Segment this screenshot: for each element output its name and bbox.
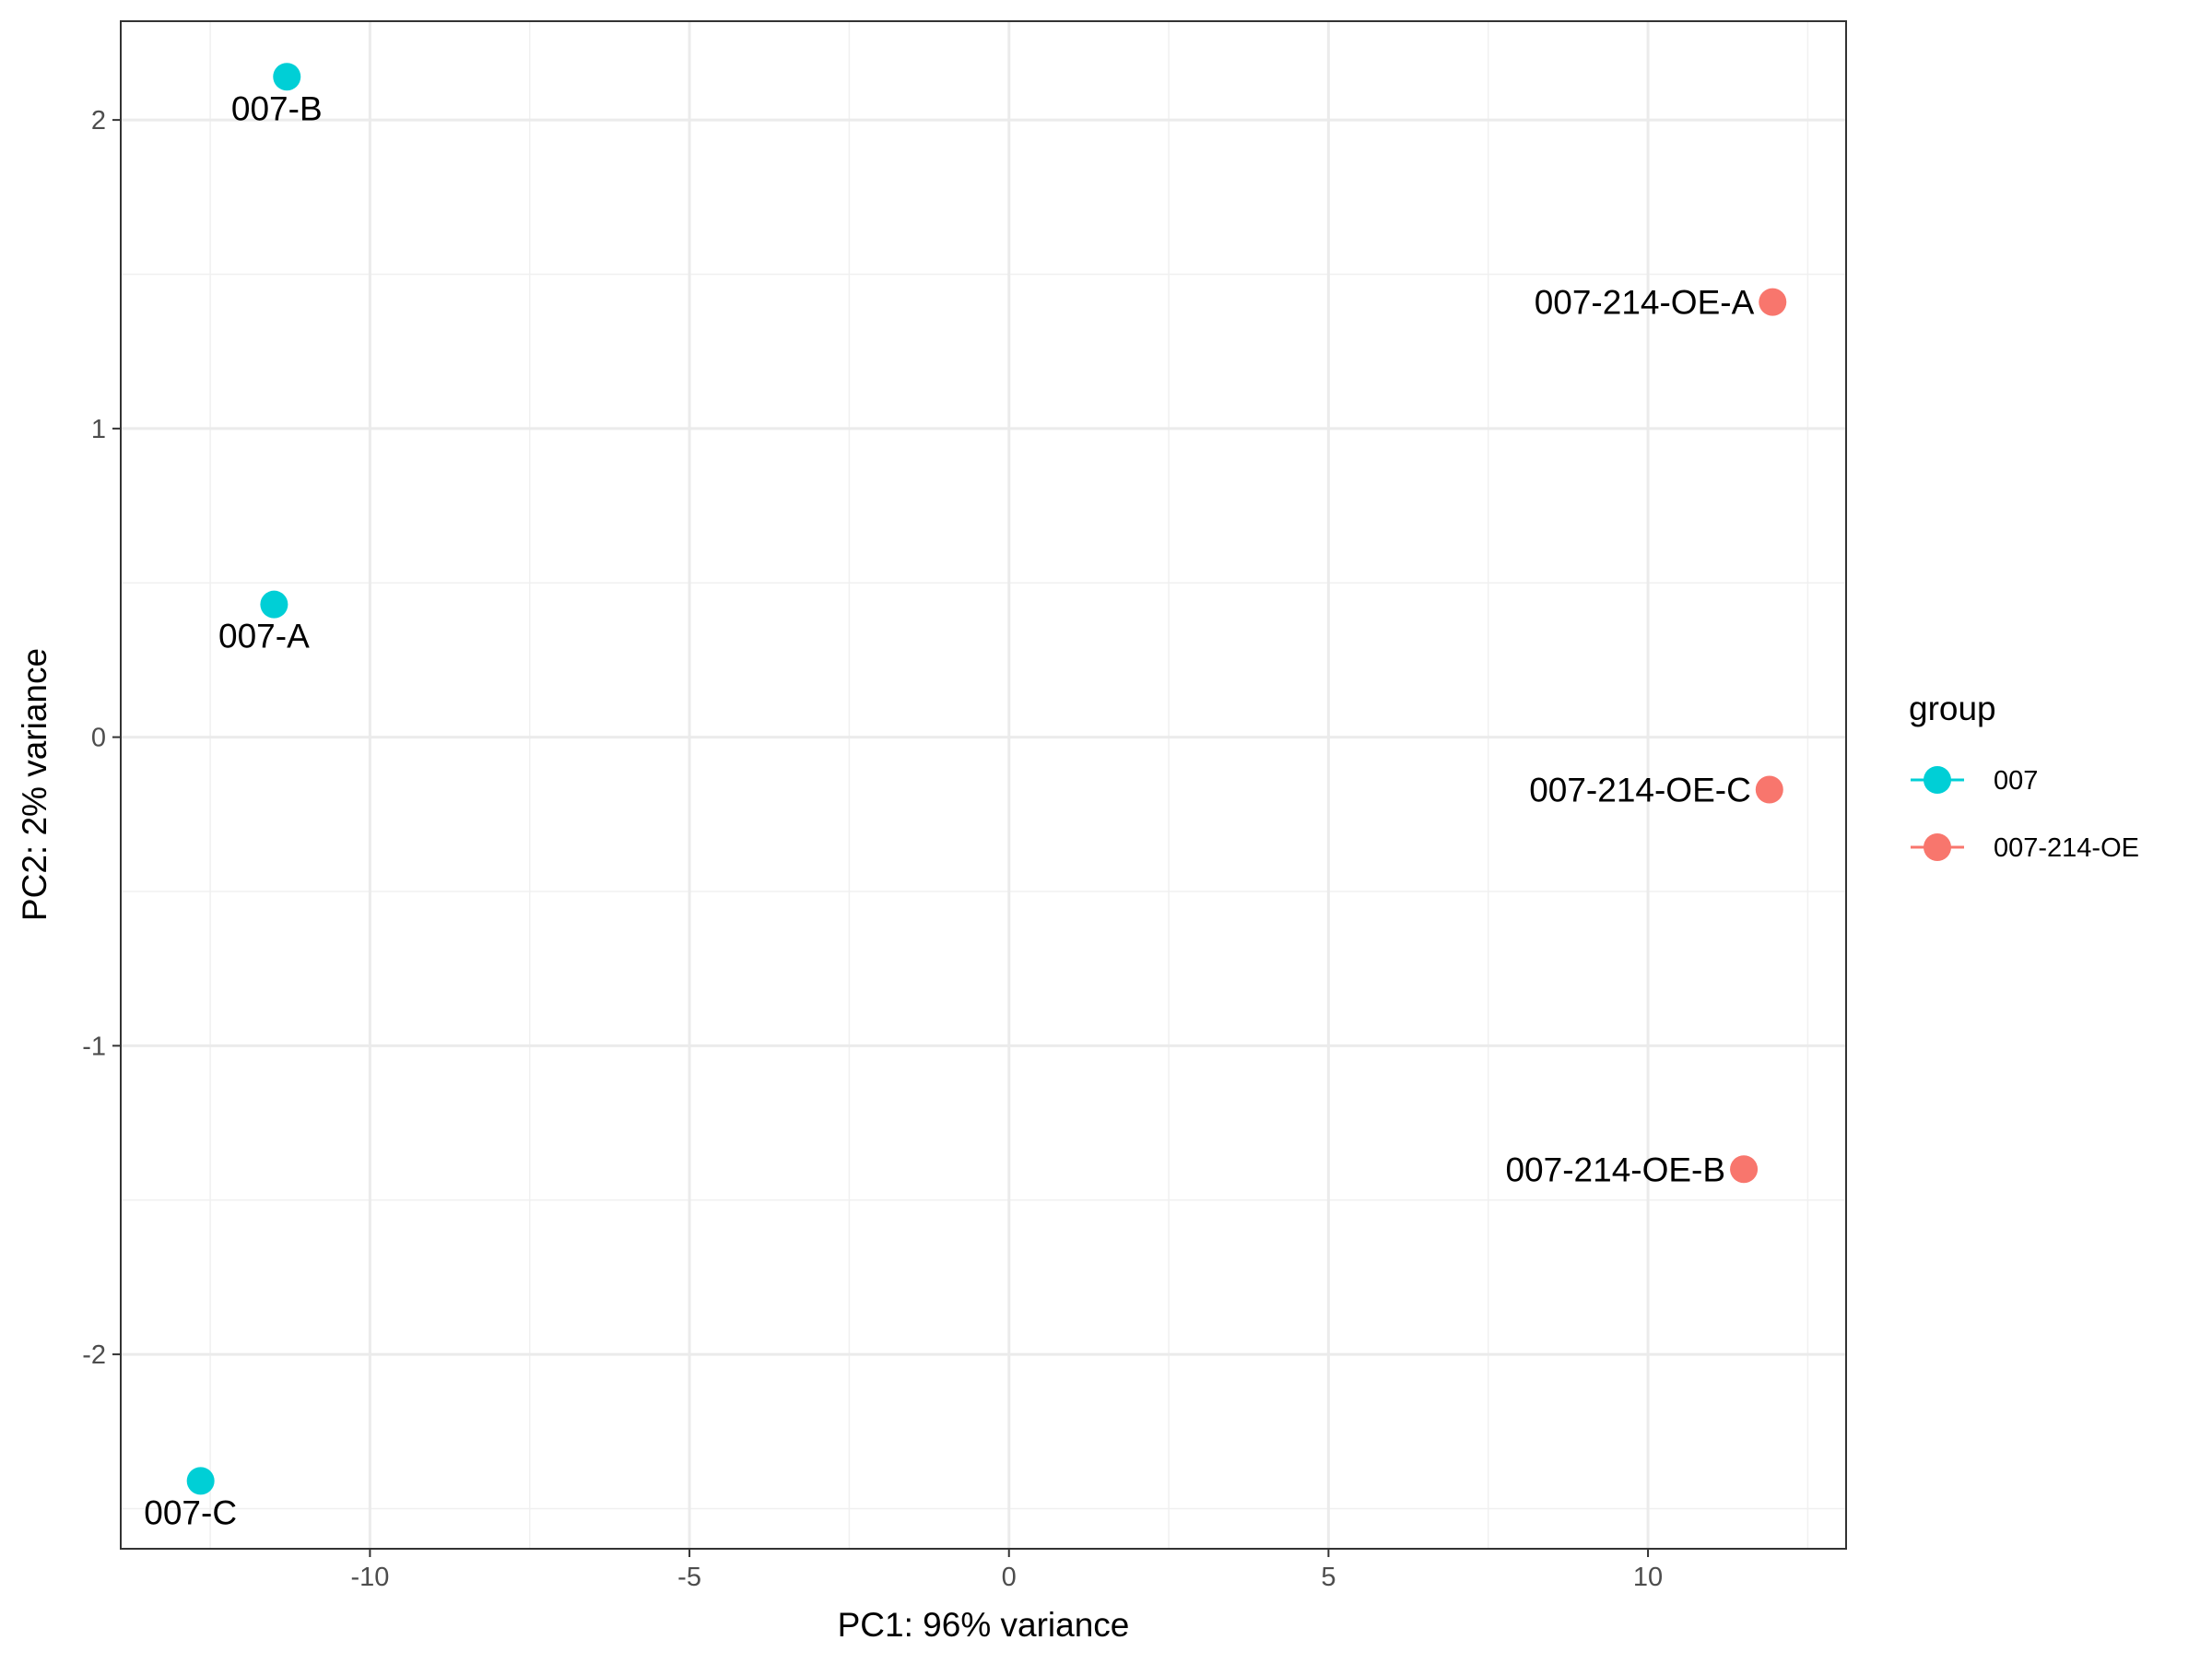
point-label: 007-214-OE-C bbox=[1529, 772, 1751, 809]
y-tick-label: 0 bbox=[91, 724, 106, 753]
legend-label: 007-214-OE bbox=[1994, 833, 2139, 863]
y-tick-label: 2 bbox=[91, 106, 106, 136]
y-tick-label: 1 bbox=[91, 415, 106, 444]
point-label: 007-A bbox=[218, 618, 310, 655]
data-point bbox=[1759, 288, 1787, 316]
legend-label: 007 bbox=[1994, 766, 2038, 796]
y-tick-label: -2 bbox=[82, 1340, 106, 1370]
grid-layer bbox=[121, 21, 1846, 1549]
panel-border bbox=[120, 20, 1847, 1550]
legend-key-point bbox=[1924, 833, 1951, 861]
data-point bbox=[273, 63, 301, 91]
data-point bbox=[1730, 1155, 1759, 1184]
point-label: 007-214-OE-A bbox=[1535, 284, 1755, 322]
x-tick-label: -10 bbox=[350, 1563, 389, 1592]
point-label: 007-C bbox=[144, 1493, 237, 1531]
x-tick-label: 5 bbox=[1321, 1563, 1335, 1592]
points-layer: 007-B 007-A 007-C 007-214-OE-A 007-214-OE-C 0… bbox=[144, 63, 1787, 1531]
x-tick-label: -5 bbox=[677, 1563, 701, 1592]
data-point bbox=[1755, 775, 1783, 804]
point-label: 007-B bbox=[231, 89, 323, 127]
x-axis-title: PC1: 96% variance bbox=[838, 1606, 1130, 1644]
y-axis-title: PC2: 2% variance bbox=[16, 648, 53, 921]
point-label: 007-214-OE-B bbox=[1505, 1151, 1725, 1188]
legend-title: group bbox=[1909, 690, 1996, 727]
legend-key-point bbox=[1924, 766, 1951, 794]
legend: group 007 007-214-OE bbox=[1909, 690, 2139, 863]
x-tick-label: 10 bbox=[1633, 1563, 1663, 1592]
data-point bbox=[260, 590, 288, 619]
data-point bbox=[186, 1467, 215, 1495]
y-tick-label: -1 bbox=[82, 1032, 106, 1061]
x-tick-label: 0 bbox=[1002, 1563, 1017, 1592]
